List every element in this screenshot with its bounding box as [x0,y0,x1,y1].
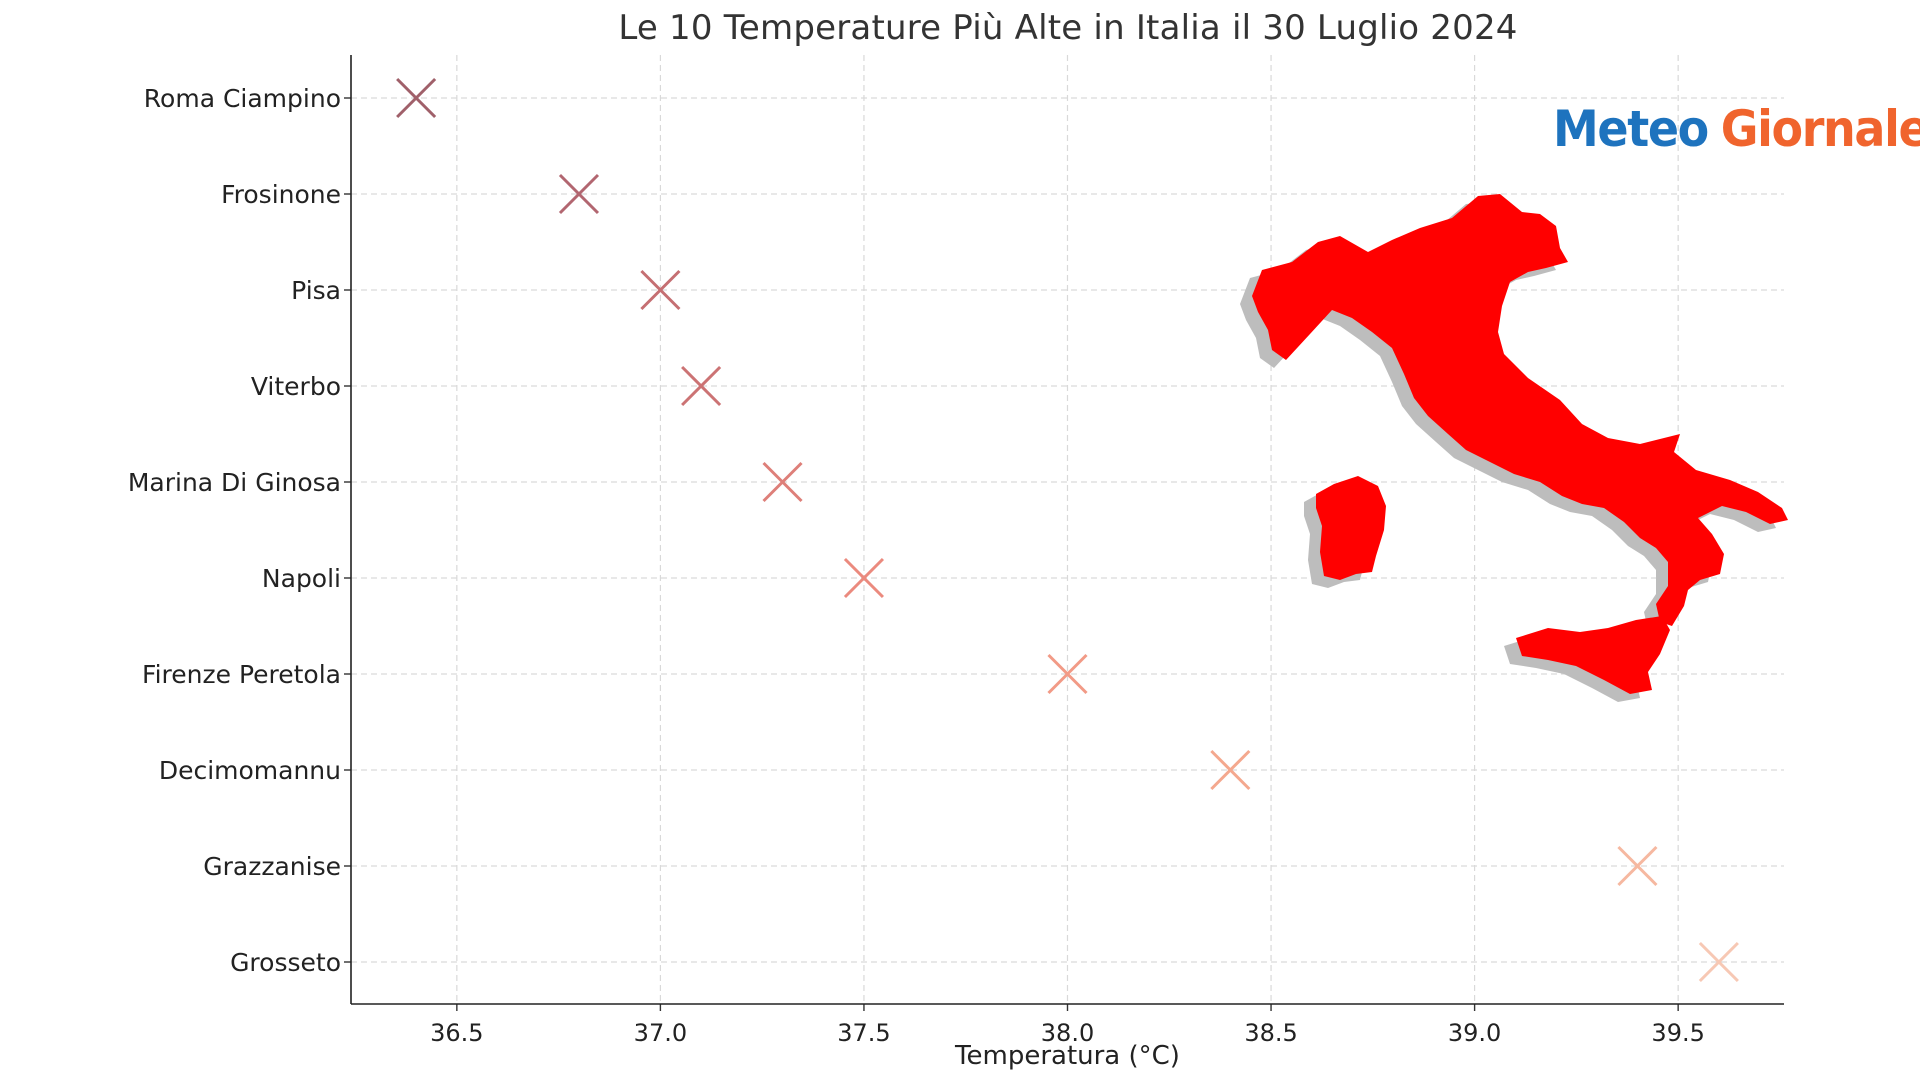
grid-layer [351,55,1784,1004]
x-tick-label: 36.5 [430,1019,483,1047]
data-point-1 [396,77,437,119]
data-points [396,77,1739,983]
brand-logo-part2: Giornale [1720,100,1920,158]
x-tick-label: 37.0 [634,1019,687,1047]
marker-stroke [1617,845,1658,887]
italy-map [1240,194,1788,702]
axes [344,55,1784,1011]
chart-title: Le 10 Temperature Più Alte in Italia il … [618,8,1518,48]
x-tick-label: 38.0 [1041,1019,1094,1047]
y-tick-label: Frosinone [221,180,341,209]
data-point-9 [1617,845,1658,887]
italy-mainland [1252,194,1788,626]
y-tick-label: Firenze Peretola [142,660,341,689]
y-tick-label: Grosseto [230,948,341,977]
data-point-4 [681,365,722,407]
marker-stroke [1210,749,1251,791]
data-point-6 [843,557,885,599]
brand-logo-part1: Meteo [1553,100,1709,158]
data-point-10 [1698,941,1739,983]
x-tick-label: 39.0 [1448,1019,1501,1047]
italy-sicily [1516,616,1670,694]
y-tick-label: Napoli [262,564,341,593]
data-point-3 [640,269,681,311]
marker-stroke [640,269,681,311]
data-point-7 [1047,653,1088,695]
y-tick-label: Viterbo [251,372,341,401]
x-tick-label: 39.5 [1651,1019,1704,1047]
brand-logo: Meteo Giornale [1553,100,1920,158]
x-tick-label: 38.5 [1244,1019,1297,1047]
x-tick-label: 37.5 [837,1019,890,1047]
data-point-5 [762,461,803,503]
y-tick-label: Marina Di Ginosa [128,468,341,497]
x-axis-label: Temperatura (°C) [955,1041,1180,1071]
data-point-2 [558,173,600,215]
y-tick-label: Pisa [291,276,341,305]
marker-stroke [681,365,722,407]
marker-stroke [396,77,437,119]
marker-stroke [762,461,803,503]
marker-stroke [1047,653,1088,695]
marker-stroke [843,557,885,599]
marker-stroke [1698,941,1739,983]
italy-sardinia [1316,476,1386,580]
data-point-8 [1210,749,1251,791]
tick-labels: 36.5 37.0 37.5 38.0 38.5 39.0 39.5 Roma Ciampin… [128,84,1705,1047]
y-tick-label: Grazzanise [203,852,341,881]
y-tick-label: Roma Ciampino [144,84,341,113]
y-tick-label: Decimomannu [159,756,341,785]
marker-stroke [558,173,600,215]
